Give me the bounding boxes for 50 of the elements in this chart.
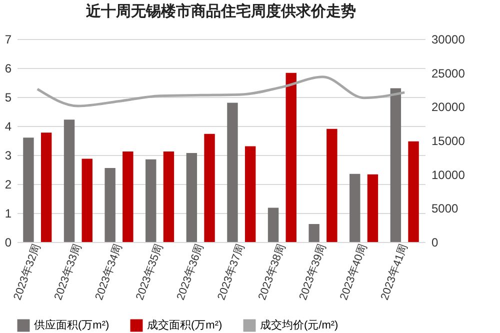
bar	[308, 224, 320, 242]
legend-label: 成交面积(万m²)	[147, 318, 222, 332]
x-tick-label: 2023年36周	[174, 242, 206, 302]
x-tick-label: 2023年32周	[12, 242, 44, 302]
y-tick-label: 4	[4, 120, 12, 134]
y2-tick-label: 0	[432, 236, 438, 250]
x-tick-label: 2023年39周	[297, 242, 329, 302]
y-tick-label: 1	[4, 206, 12, 220]
y-tick-label: 3	[4, 148, 12, 162]
bar	[23, 138, 34, 242]
bar	[268, 208, 279, 242]
bar	[163, 152, 174, 242]
bar	[186, 152, 198, 242]
legend-label: 供应面积(万m²)	[34, 318, 110, 332]
x-tick-label: 2023年38周	[256, 242, 288, 302]
bar	[390, 88, 402, 242]
x-tick-label: 2023年34周	[93, 242, 125, 302]
bar	[64, 120, 75, 242]
y-tick-label: 6	[4, 62, 12, 76]
bar	[40, 132, 52, 242]
x-tick-label: 2023年40周	[338, 242, 370, 302]
bar	[204, 134, 215, 242]
x-tick-label: 2023年41周	[378, 242, 410, 302]
y2-tick-label: 25000	[432, 66, 466, 80]
x-tick-label: 2023年35周	[134, 242, 166, 302]
y-tick-label: 2	[4, 178, 12, 192]
bar	[227, 102, 238, 242]
bar	[326, 128, 338, 242]
bar	[82, 158, 92, 242]
bar	[122, 152, 134, 242]
legend-label: 成交均价(元/m²)	[260, 318, 338, 332]
y2-tick-label: 20000	[432, 100, 466, 114]
bar	[350, 174, 360, 242]
y-tick-label: 7	[4, 32, 12, 46]
y2-tick-label: 10000	[432, 168, 466, 182]
bar	[408, 141, 419, 242]
y-tick-label: 5	[4, 90, 12, 104]
y2-tick-label: 5000	[432, 202, 459, 216]
line-series	[36, 76, 406, 108]
bar	[104, 168, 116, 242]
y-tick-label: 0	[4, 236, 12, 250]
bar	[244, 146, 256, 242]
x-tick-label: 2023年33周	[52, 242, 84, 302]
bar	[146, 159, 156, 242]
chart-title: 近十周无锡楼市商品住宅周度供求价走势	[85, 2, 356, 20]
y2-tick-label: 15000	[432, 134, 466, 148]
bar	[367, 174, 378, 242]
x-tick-label: 2023年37周	[216, 242, 248, 302]
bar	[286, 72, 296, 242]
y2-tick-label: 30000	[432, 32, 466, 46]
